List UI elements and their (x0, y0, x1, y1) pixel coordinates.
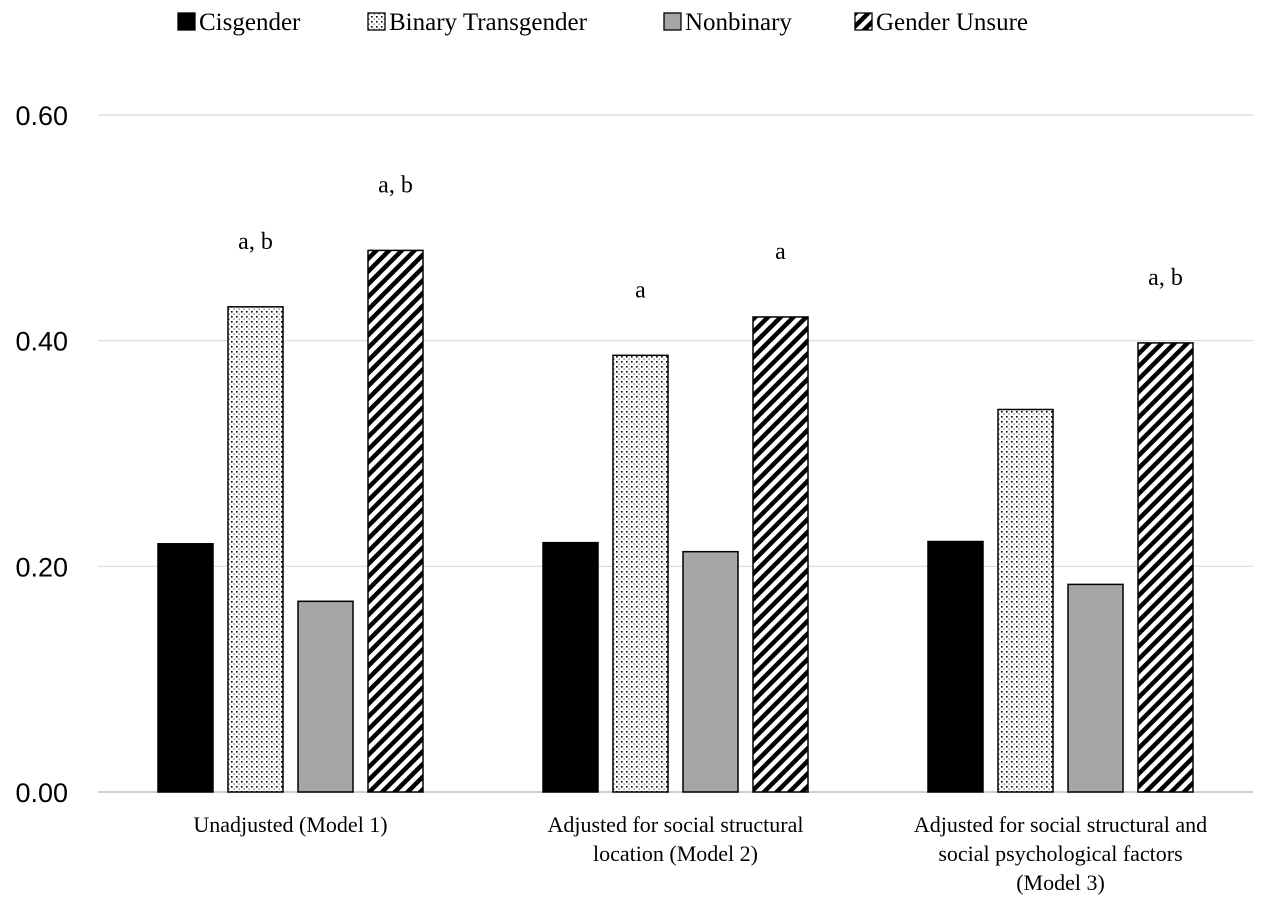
significance-annotation: a, b (1148, 265, 1183, 291)
category-label: (Model 3) (1016, 870, 1105, 895)
y-tick-label: 0.60 (15, 101, 68, 131)
legend-swatch-binary-transgender (367, 12, 386, 31)
category-label: Unadjusted (Model 1) (193, 812, 387, 837)
bar-binary-transgender (227, 306, 284, 793)
bar-gender-unsure (1137, 342, 1194, 793)
y-tick-label: 0.00 (15, 778, 68, 808)
legend-label-gender-unsure: Gender Unsure (876, 9, 1028, 36)
bar-gender-unsure (752, 316, 809, 793)
bars (157, 249, 1194, 793)
significance-annotations: a, b a, b a a a, b (238, 172, 1183, 303)
significance-annotation: a (635, 277, 646, 303)
bar-cisgender (542, 541, 599, 793)
bar-cisgender (157, 543, 214, 793)
legend-swatch-gender-unsure (854, 12, 873, 31)
category-label: Adjusted for social structural (548, 812, 804, 837)
y-tick-label: 0.40 (15, 327, 68, 357)
bar-nonbinary (297, 600, 354, 793)
bar-gender-unsure (367, 249, 424, 793)
bar-nonbinary (1067, 583, 1124, 793)
legend-label-cisgender: Cisgender (199, 9, 301, 36)
category-label: location (Model 2) (593, 841, 758, 866)
bar-cisgender (927, 540, 984, 793)
legend: Cisgender Binary Transgender Nonbinary Gend… (177, 9, 1028, 36)
significance-annotation: a (775, 239, 786, 265)
significance-annotation: a, b (238, 229, 273, 255)
gridlines (98, 114, 1253, 793)
bar-binary-transgender (612, 354, 669, 793)
category-labels: Unadjusted (Model 1) Adjusted for social … (193, 812, 1207, 895)
category-label: social psychological factors (938, 841, 1182, 866)
legend-swatch-cisgender (177, 12, 196, 31)
legend-swatch-nonbinary (663, 12, 682, 31)
legend-label-nonbinary: Nonbinary (685, 9, 792, 36)
category-label: Adjusted for social structural and (914, 812, 1207, 837)
significance-annotation: a, b (378, 172, 413, 198)
y-axis-ticks: 0.00 0.20 0.40 0.60 (15, 101, 68, 808)
bar-nonbinary (682, 550, 739, 793)
bar-binary-transgender (997, 408, 1054, 793)
legend-label-binary-transgender: Binary Transgender (389, 9, 588, 36)
y-tick-label: 0.20 (15, 552, 68, 582)
